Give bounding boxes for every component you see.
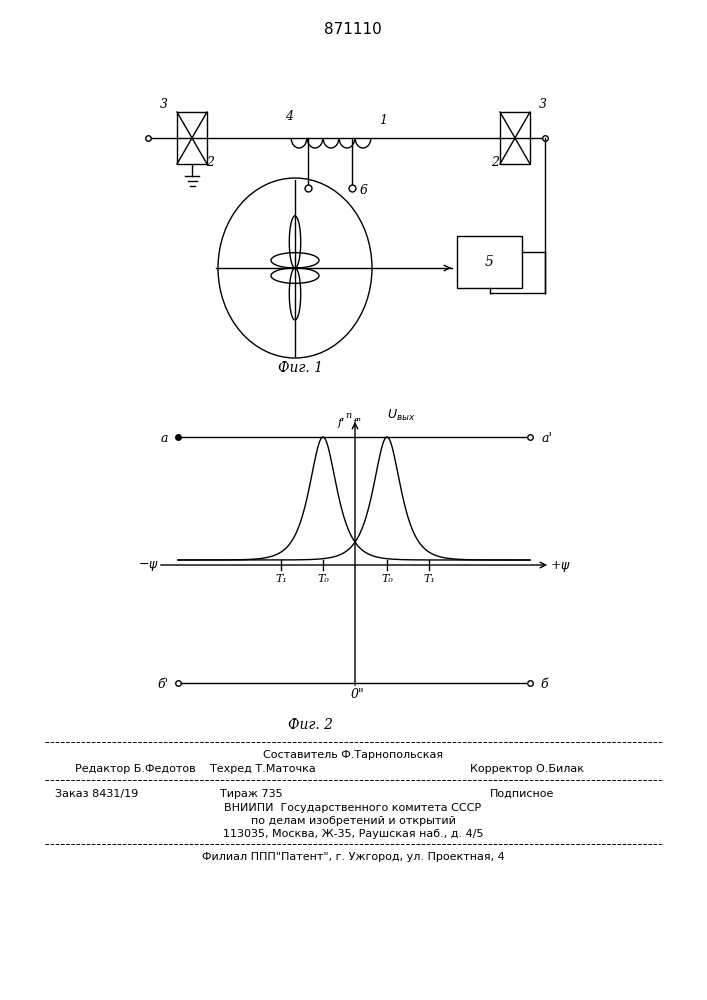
Text: б: б [540,678,548,692]
Text: Составитель Ф.Тарнопольская: Составитель Ф.Тарнопольская [263,750,443,760]
Text: 0": 0" [350,688,364,702]
Text: 2: 2 [491,155,499,168]
Text: T₁: T₁ [423,574,435,584]
Text: Корректор О.Билак: Корректор О.Билак [470,764,584,774]
Text: Тираж 735: Тираж 735 [220,789,283,799]
Text: +$\psi$: +$\psi$ [549,558,571,574]
Text: 3: 3 [539,98,547,110]
Bar [500,112,530,164]
Bar [177,112,207,164]
Text: Подписное: Подписное [490,789,554,799]
Text: Заказ 8431/19: Заказ 8431/19 [55,789,139,799]
Text: a': a' [542,432,553,446]
Bar [457,236,522,288]
Text: по делам изобретений и открытий: по делам изобретений и открытий [250,816,455,826]
Text: f": f" [352,418,361,428]
Text: T₀: T₀ [317,574,329,584]
Text: 2: 2 [206,155,214,168]
Text: 4: 4 [285,109,293,122]
Text: T₀: T₀ [381,574,393,584]
Text: 113035, Москва, Ж-35, Раушская наб., д. 4/5: 113035, Москва, Ж-35, Раушская наб., д. … [223,829,484,839]
Text: T₁: T₁ [275,574,287,584]
Text: 871110: 871110 [324,22,382,37]
Text: 5: 5 [485,255,494,269]
Text: 1: 1 [379,113,387,126]
Text: б': б' [157,678,168,692]
Text: Редактор Б.Федотов: Редактор Б.Федотов [75,764,196,774]
Text: $-\psi$: $-\psi$ [138,559,158,573]
Text: Техред Т.Маточка: Техред Т.Маточка [210,764,316,774]
Text: Филиал ППП"Патент", г. Ужгород, ул. Проектная, 4: Филиал ППП"Патент", г. Ужгород, ул. Прое… [201,852,504,862]
Text: $U_{вых}$: $U_{вых}$ [387,407,416,423]
Text: 6: 6 [360,184,368,196]
Text: n: n [345,410,351,420]
Text: ВНИИПИ  Государственного комитета СССР: ВНИИПИ Государственного комитета СССР [224,803,481,813]
Text: f': f' [337,418,344,428]
Text: Фиг. 2: Фиг. 2 [288,718,332,732]
Text: Фиг. 1: Фиг. 1 [278,361,322,375]
Text: a: a [160,432,168,446]
Text: 3: 3 [160,98,168,110]
